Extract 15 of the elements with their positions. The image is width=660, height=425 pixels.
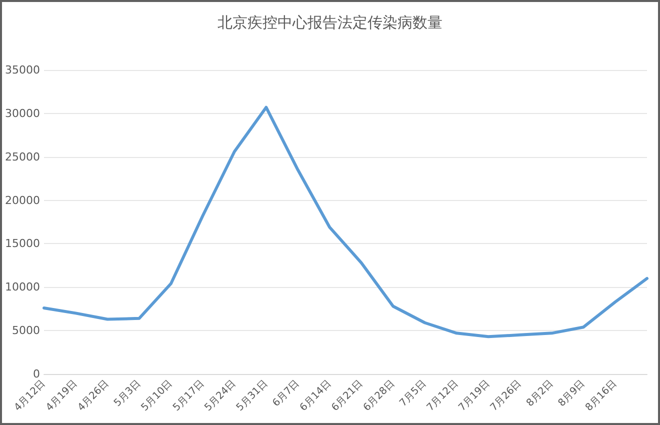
chart-title: 北京疾控中心报告法定传染病数量 bbox=[218, 14, 442, 32]
y-tick-label: 35000 bbox=[4, 64, 40, 76]
y-tick-label: 25000 bbox=[4, 150, 40, 164]
x-tick-label: 7月26日 bbox=[488, 378, 524, 414]
line-series bbox=[42, 106, 648, 338]
y-tick-label: 15000 bbox=[4, 237, 40, 250]
y-tick-label: 0 bbox=[32, 368, 40, 380]
y-tick-label: 20000 bbox=[4, 194, 40, 207]
y-tick-label: 5000 bbox=[12, 324, 40, 338]
x-tick-label: 8月2日 bbox=[524, 378, 556, 410]
x-tick-label: 6月28日 bbox=[362, 378, 397, 414]
y-tick-label: 10000 bbox=[4, 280, 40, 294]
y-tick-label: 30000 bbox=[4, 106, 40, 120]
x-tick-label: 8月16日 bbox=[584, 378, 620, 414]
x-tick-label: 5月31日 bbox=[234, 378, 270, 414]
